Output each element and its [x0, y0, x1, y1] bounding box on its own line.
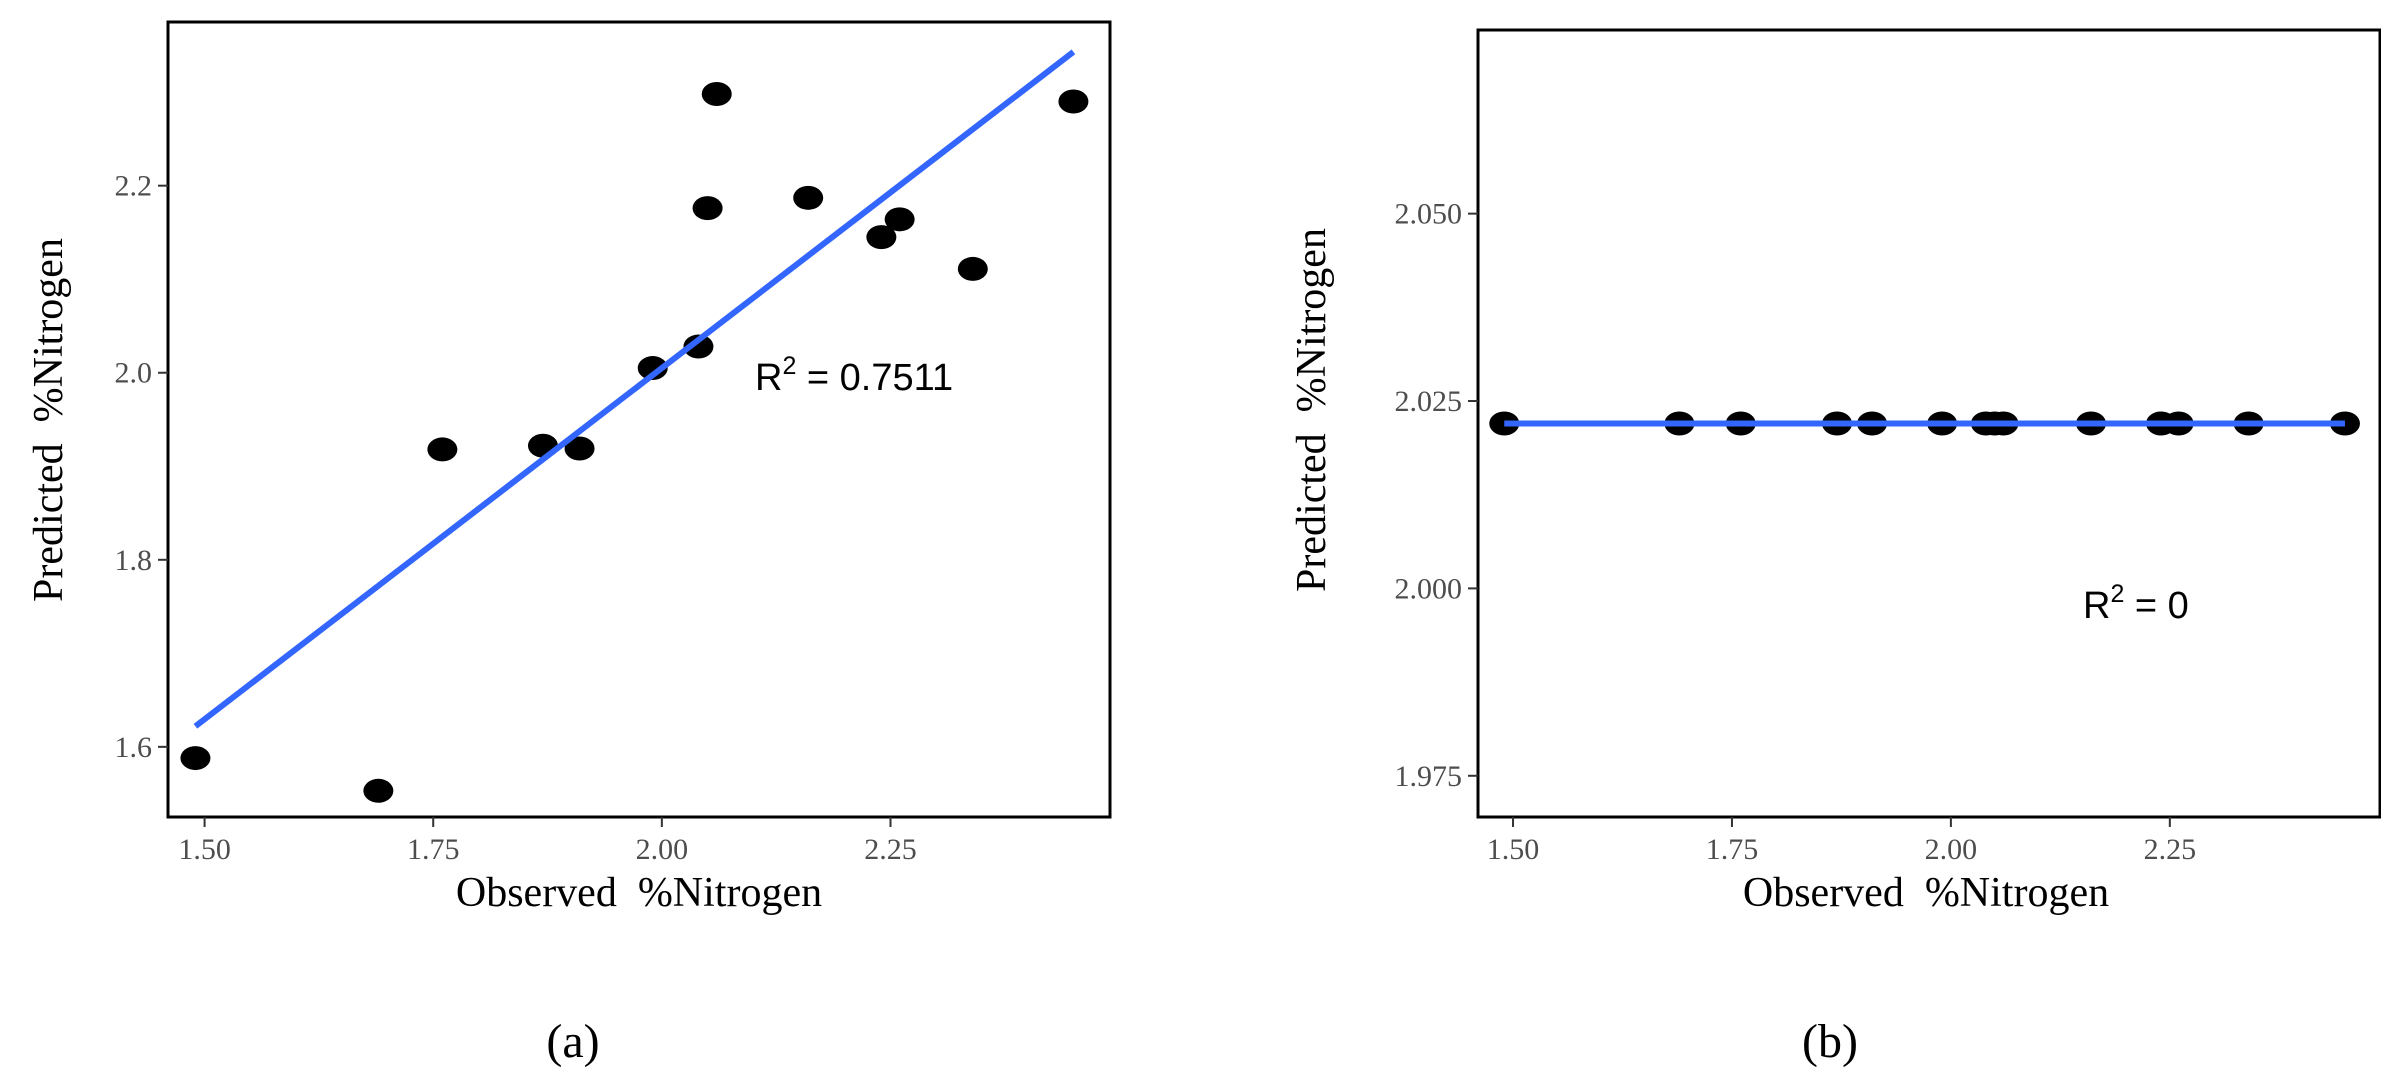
panel-a-data-point	[683, 334, 714, 359]
panel-b-r2-sup: 2	[2110, 580, 2124, 608]
panel-b-r2-base: R	[2083, 585, 2110, 627]
panel-b-label: (b)	[1802, 1015, 1858, 1068]
panel-b-ylabel: Predicted %Nitrogen	[1289, 228, 1335, 592]
panel-b-y-tick-label: 1.975	[1395, 760, 1463, 793]
panel-a-y-tick-label: 2.0	[115, 357, 153, 390]
panel-b: Observed %Nitrogen Predicted %Nitrogen R…	[1289, 28, 2381, 1068]
panel-b-marks: 1.50 1.75 2.00 2.25 1.975 2.000 2.025 2.050	[1395, 198, 2360, 866]
panel-a-r2-base: R	[755, 357, 782, 399]
panel-a-frame	[166, 20, 1112, 819]
panel-a-data-point	[180, 746, 211, 771]
panel-a-y-tick-label: 1.8	[115, 544, 153, 577]
panel-a-data-point	[427, 437, 458, 462]
panel-b-frame	[1476, 28, 2381, 819]
panel-b-xlabel: Observed %Nitrogen	[1743, 870, 2109, 916]
panel-a-data-point	[692, 196, 723, 221]
panel-a-label: (a)	[546, 1015, 599, 1068]
panel-a-ylabel: Predicted %Nitrogen	[26, 238, 72, 602]
panel-b-x-tick-label: 2.25	[2144, 833, 2197, 866]
panel-b-y-tick-label: 2.025	[1395, 385, 1463, 418]
panel-a-r2-value: = 0.7511	[796, 357, 953, 399]
panel-a-marks: 1.50 1.75 2.00 2.25 1.6 1.8 2.0 2.2	[115, 49, 1089, 866]
panel-b-x-tick-label: 1.75	[1706, 833, 1759, 866]
panel-a-data-point	[363, 778, 394, 803]
panel-b-y-tick-label: 2.050	[1395, 198, 1463, 231]
panel-a-fit-line	[193, 49, 1076, 729]
panel-a-data-point	[564, 436, 595, 461]
panel-a-r2-annotation: R2 = 0.7511	[755, 352, 953, 399]
panel-a-data-point	[793, 185, 824, 210]
panel-a-data-point	[957, 256, 988, 281]
panel-a-xlabel: Observed %Nitrogen	[456, 870, 822, 916]
panel-a-x-tick-label: 1.50	[178, 833, 231, 866]
panel-b-y-tick-label: 2.000	[1395, 572, 1463, 605]
panel-a-y-tick-label: 2.2	[115, 170, 153, 203]
panel-a-x-tick-label: 1.75	[407, 833, 460, 866]
panel-a-data-point	[884, 207, 915, 232]
panel-a-x-tick-label: 2.00	[636, 833, 689, 866]
panel-a-data-point	[637, 356, 668, 381]
panel-b-x-tick-label: 1.50	[1487, 833, 1540, 866]
panel-a-x-tick-label: 2.25	[864, 833, 917, 866]
panel-a: Observed %Nitrogen Predicted %Nitrogen R…	[26, 20, 1112, 1068]
panel-b-x-tick-label: 2.00	[1925, 833, 1978, 866]
panel-a-data-point	[701, 82, 732, 107]
panel-a-r2-sup: 2	[782, 352, 796, 380]
panel-a-y-tick-label: 1.6	[115, 731, 153, 764]
panel-b-r2-annotation: R2 = 0	[2083, 580, 2189, 627]
panel-a-data-point	[866, 225, 897, 250]
panel-a-data-point	[1058, 89, 1089, 114]
panel-b-r2-value: = 0	[2124, 585, 2188, 627]
